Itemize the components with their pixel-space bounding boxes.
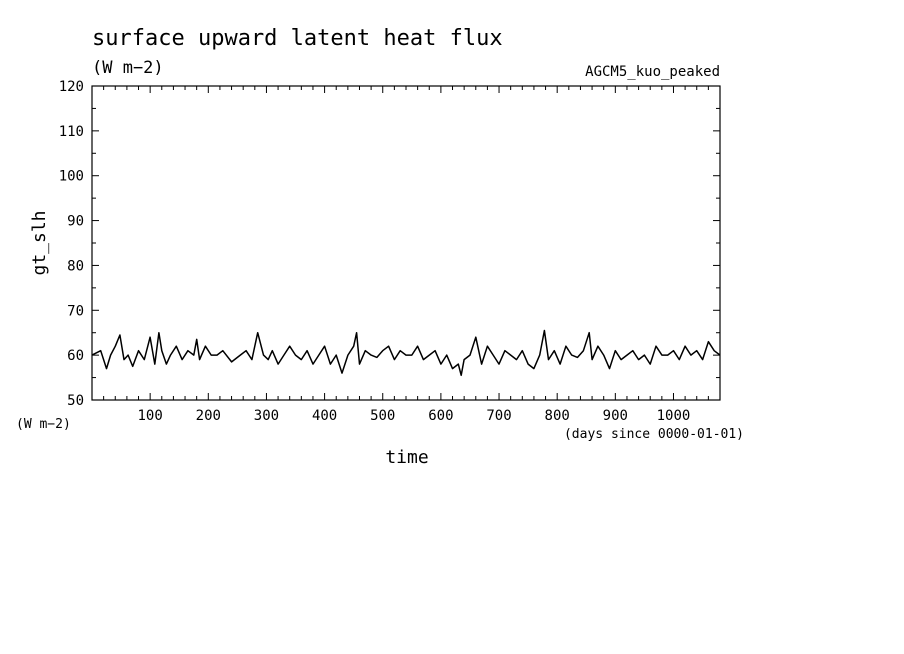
x-tick-label: 400: [312, 408, 337, 424]
chart-subtitle: (W m−2): [92, 58, 164, 78]
x-axis: 100 200 300 400 500 600 700 800 900 1000: [103, 86, 709, 424]
x-tick-label: 300: [254, 408, 279, 424]
y-axis: 50 60 70 80 90 100 110 120: [59, 79, 720, 409]
y-tick-label: 120: [59, 79, 84, 95]
x-tick-label: 700: [486, 408, 511, 424]
chart-title: surface upward latent heat flux: [92, 26, 503, 51]
x-tick-label: 100: [137, 408, 162, 424]
x-tick-label: 800: [545, 408, 570, 424]
x-tick-label: 200: [196, 408, 221, 424]
y-tick-label: 50: [67, 393, 84, 409]
x-axis-units: (days since 0000-01-01): [564, 427, 744, 442]
y-tick-label: 90: [67, 214, 84, 230]
y-tick-label: 60: [67, 348, 84, 364]
x-tick-label: 500: [370, 408, 395, 424]
x-tick-label: 900: [603, 408, 628, 424]
y-tick-label: 110: [59, 124, 84, 140]
y-axis-units: (W m−2): [16, 417, 71, 432]
x-axis-label: time: [385, 447, 428, 468]
model-annotation: AGCM5_kuo_peaked: [585, 64, 720, 80]
x-tick-label: 1000: [657, 408, 691, 424]
y-tick-label: 100: [59, 169, 84, 185]
series-line-gt_slh: [91, 329, 721, 377]
y-axis-label: gt_slh: [29, 210, 50, 275]
y-tick-label: 70: [67, 303, 84, 319]
x-tick-label: 600: [428, 408, 453, 424]
y-tick-label: 80: [67, 258, 84, 274]
